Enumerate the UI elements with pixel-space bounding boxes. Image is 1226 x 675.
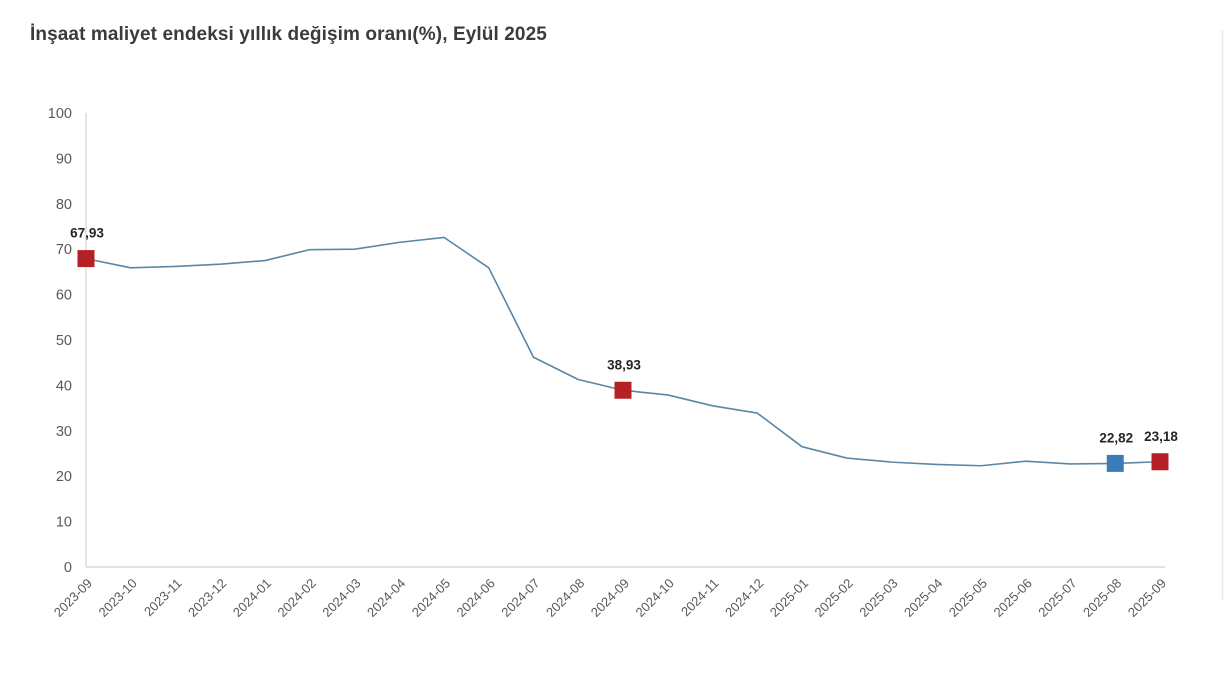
x-axis-tick-label: 2023-10 — [96, 576, 140, 620]
x-axis-tick-label: 2025-02 — [812, 576, 856, 620]
y-axis-tick-label: 30 — [56, 424, 72, 440]
x-axis-tick-label: 2025-06 — [991, 576, 1035, 620]
marker-2025-09 — [1151, 453, 1169, 471]
y-axis-tick-label: 60 — [56, 288, 72, 304]
x-axis-tick-label: 2025-08 — [1080, 576, 1124, 620]
x-axis-tick-label: 2025-07 — [1035, 576, 1079, 620]
y-axis-tick-label: 100 — [48, 106, 72, 122]
y-axis-tick-label: 50 — [56, 333, 72, 349]
y-axis-tick-label: 0 — [64, 560, 72, 576]
x-axis-tick-label: 2025-04 — [901, 576, 945, 620]
x-axis-tick-label: 2024-09 — [588, 576, 632, 620]
x-axis-tick-label: 2024-01 — [230, 576, 274, 620]
x-axis-tick-label: 2024-06 — [454, 576, 498, 620]
x-axis-tick-label: 2024-12 — [722, 576, 766, 620]
x-axis-tick-label: 2024-04 — [364, 576, 408, 620]
x-axis-tick-label: 2025-05 — [946, 576, 990, 620]
chart-title: İnşaat maliyet endeksi yıllık değişim or… — [30, 24, 547, 45]
y-axis-tick-label: 40 — [56, 378, 72, 394]
data-label-2025-08: 22,82 — [1099, 430, 1133, 445]
series-line — [85, 236, 1161, 467]
y-axis-tick-label: 70 — [56, 242, 72, 258]
marker-2025-08 — [1106, 454, 1124, 472]
x-axis-tick-label: 2024-11 — [678, 576, 722, 620]
x-axis-tick-label: 2025-03 — [856, 576, 900, 620]
data-label-2025-09: 23,18 — [1144, 429, 1178, 444]
x-axis-tick-label: 2024-07 — [498, 576, 542, 620]
x-axis-tick-label: 2024-10 — [633, 576, 677, 620]
marker-2023-09 — [77, 250, 95, 268]
y-axis-tick-label: 80 — [56, 197, 72, 213]
marker-2024-09 — [614, 381, 632, 399]
y-axis-tick-label: 90 — [56, 151, 72, 167]
x-axis-tick-label: 2024-08 — [543, 576, 587, 620]
x-axis-tick-label: 2024-02 — [275, 576, 319, 620]
x-axis-tick-label: 2023-12 — [185, 576, 229, 620]
data-label-2023-09: 67,93 — [70, 226, 104, 241]
x-axis-tick-label: 2023-11 — [141, 576, 185, 620]
y-axis-tick-label: 10 — [56, 515, 72, 531]
y-axis-tick-label: 20 — [56, 469, 72, 485]
data-label-2024-09: 38,93 — [607, 357, 641, 372]
x-axis-tick-label: 2024-03 — [319, 576, 363, 620]
x-axis-tick-label: 2025-09 — [1125, 576, 1169, 620]
x-axis-tick-label: 2024-05 — [409, 576, 453, 620]
x-axis-tick-label: 2023-09 — [51, 576, 95, 620]
x-axis-tick-label: 2025-01 — [767, 576, 811, 620]
